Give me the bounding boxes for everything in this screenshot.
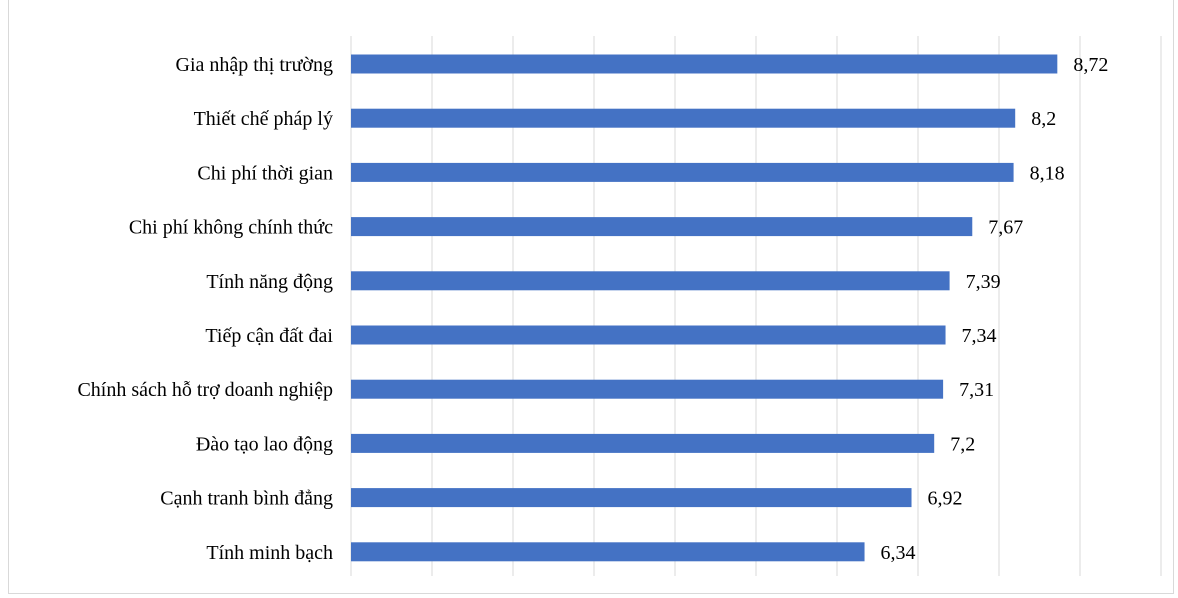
value-label: 7,2 — [950, 433, 975, 455]
category-label: Thiết chế pháp lý — [194, 108, 333, 130]
value-label: 7,67 — [988, 217, 1023, 239]
labels: Gia nhập thị trường 8,72 Thiết chế pháp lý… — [77, 54, 1108, 564]
value-label: 7,34 — [962, 325, 997, 347]
bar — [351, 271, 950, 291]
value-label: 6,34 — [881, 542, 916, 564]
bar — [351, 217, 973, 237]
value-label: 7,31 — [959, 379, 994, 401]
bar — [351, 433, 935, 453]
bar — [351, 108, 1016, 128]
category-label: Tính minh bạch — [206, 542, 333, 564]
category-label: Gia nhập thị trường — [176, 54, 334, 76]
value-label: 7,39 — [966, 271, 1001, 293]
value-label: 8,18 — [1030, 162, 1065, 184]
category-label: Tính năng động — [206, 271, 333, 293]
bar — [351, 325, 946, 345]
chart-frame — [8, 0, 1174, 594]
bars — [351, 54, 1058, 562]
category-label: Chi phí không chính thức — [129, 217, 333, 239]
bar — [351, 54, 1058, 74]
bar — [351, 488, 912, 508]
category-label: Chính sách hỗ trợ doanh nghiệp — [77, 379, 333, 401]
category-label: Đào tạo lao động — [196, 433, 333, 455]
value-label: 8,72 — [1073, 54, 1108, 76]
value-label: 6,92 — [928, 488, 963, 510]
bar — [351, 162, 1014, 182]
bar — [351, 379, 944, 399]
value-label: 8,2 — [1031, 108, 1056, 130]
category-label: Tiếp cận đất đai — [205, 325, 333, 347]
category-label: Chi phí thời gian — [197, 162, 333, 184]
bar — [351, 542, 865, 562]
category-label: Cạnh tranh bình đẳng — [160, 488, 333, 510]
